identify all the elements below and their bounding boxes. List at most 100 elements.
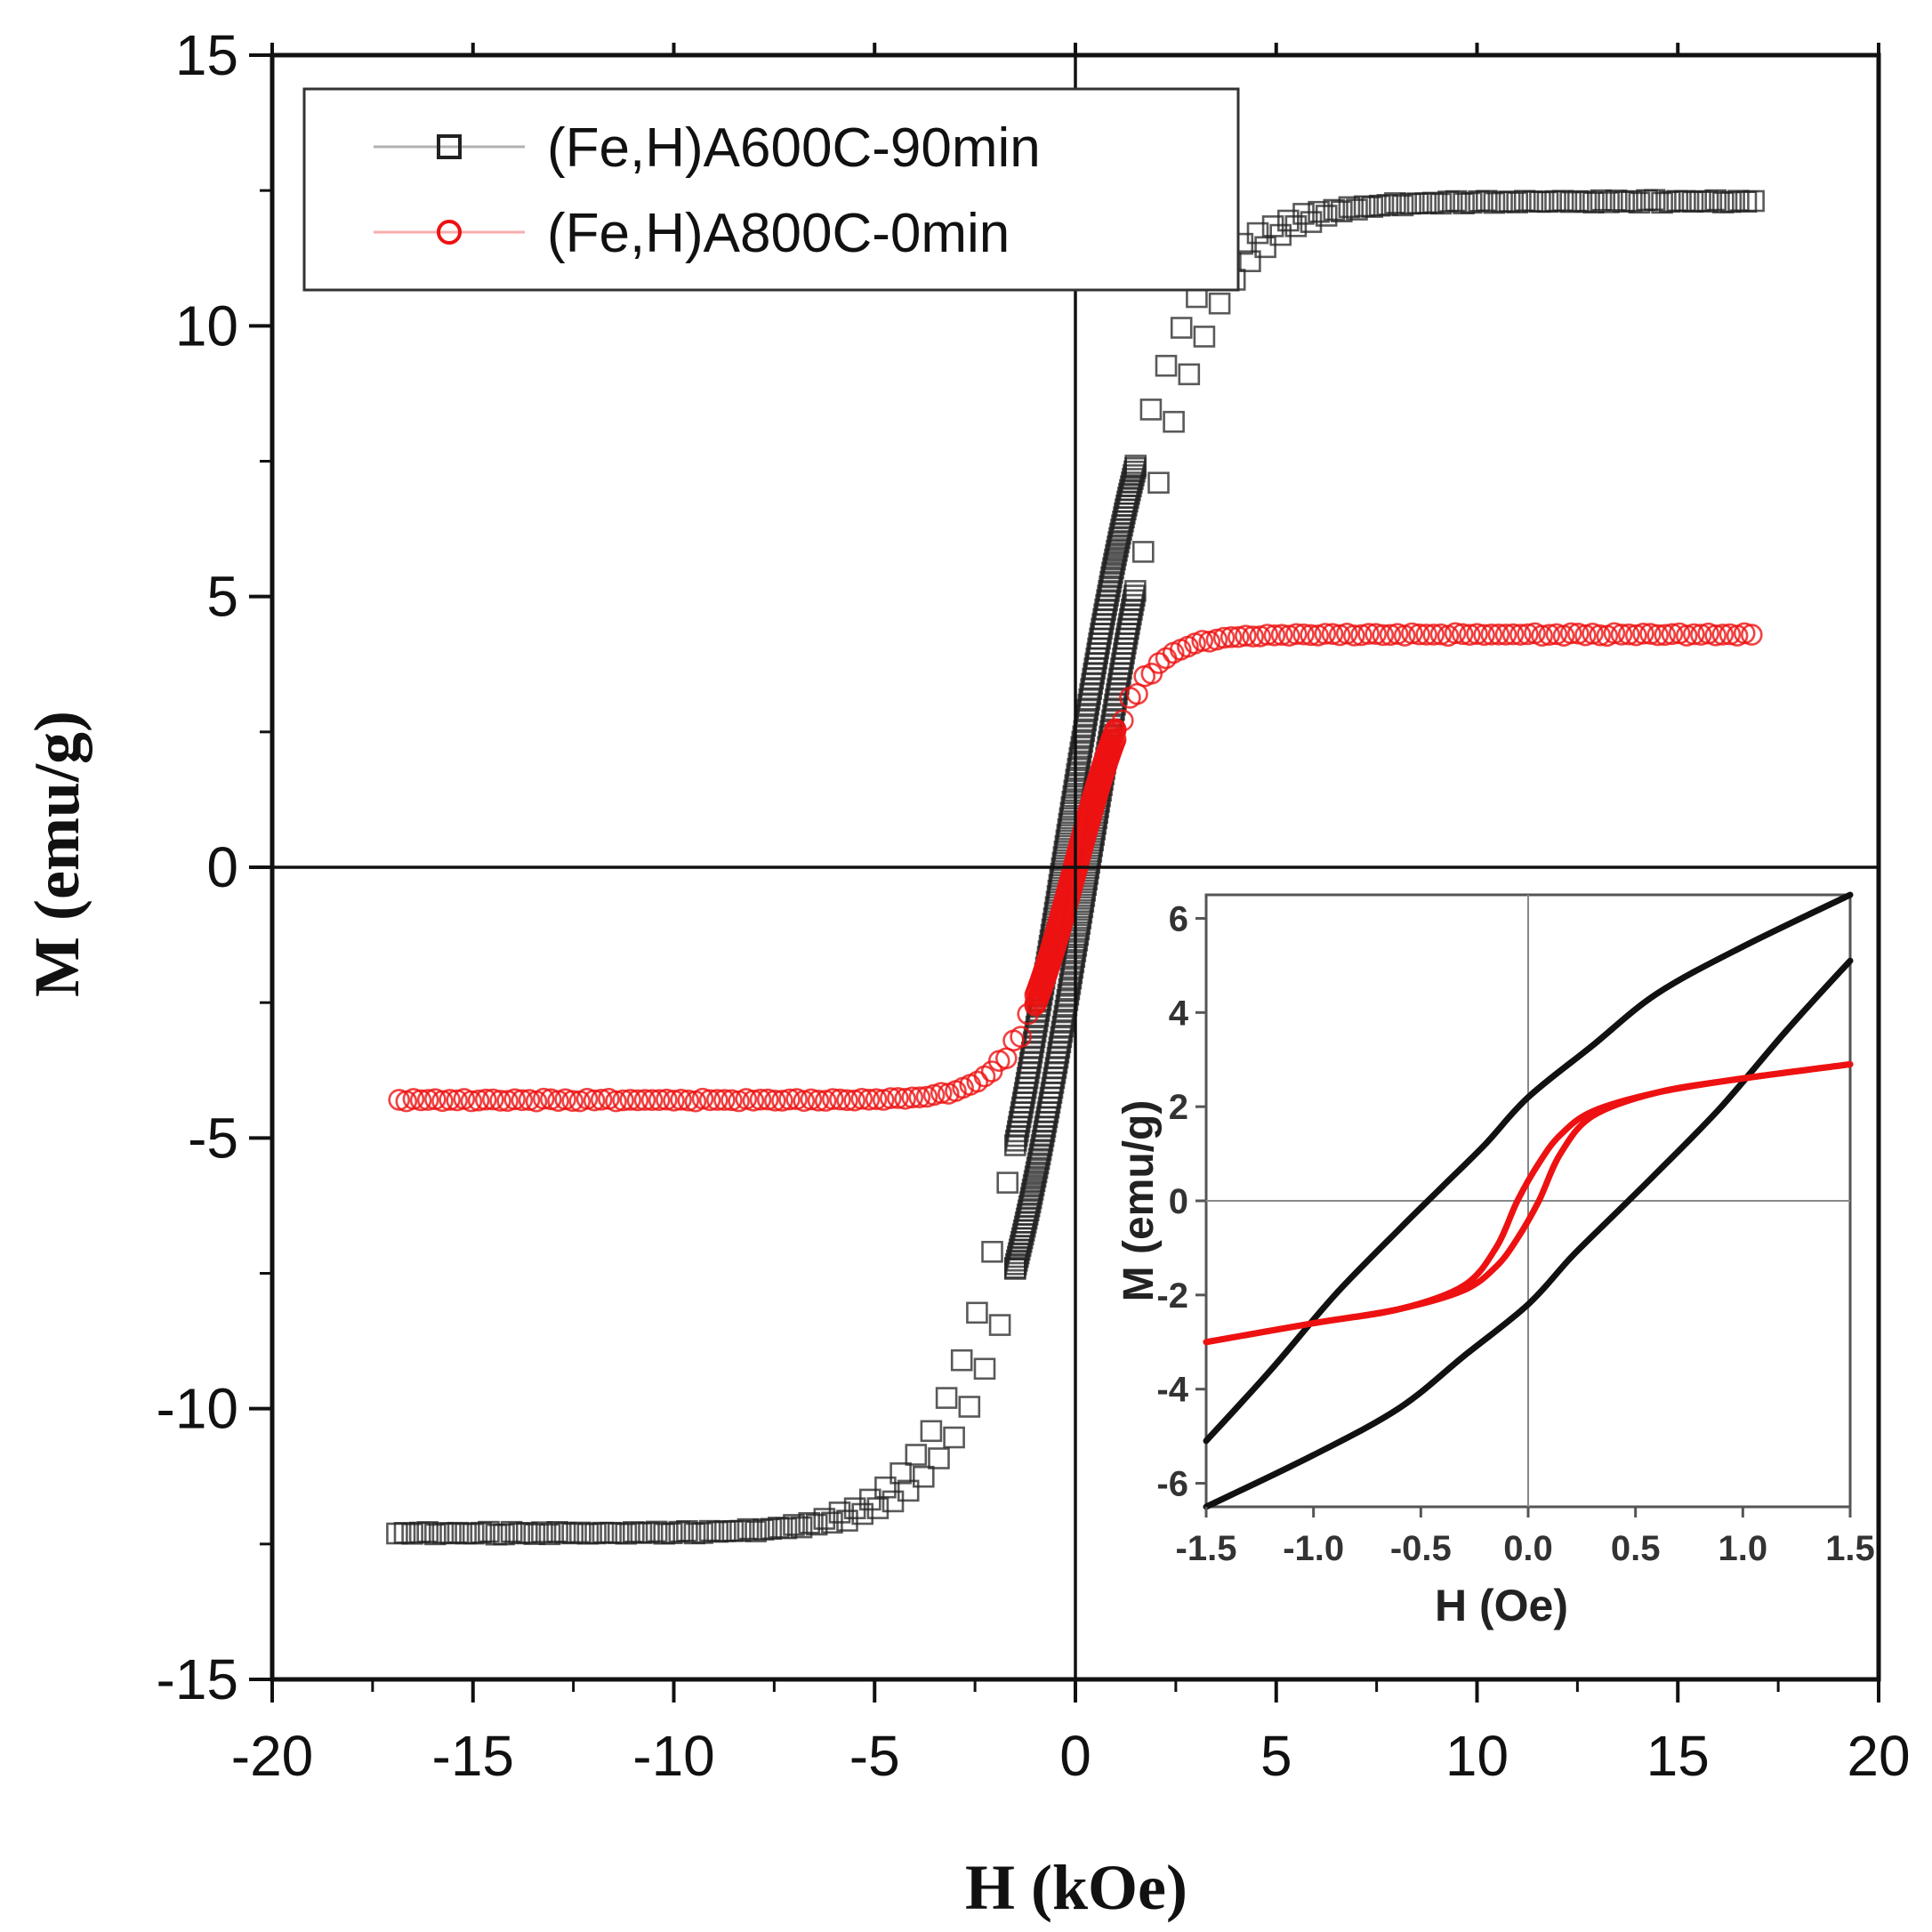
main-series-layer <box>386 189 1765 1546</box>
x-axis-title: H (kOe) <box>965 1852 1187 1923</box>
data-point <box>1551 189 1574 213</box>
data-point <box>1155 354 1178 377</box>
inset-y-tick-label: 6 <box>1169 899 1188 938</box>
data-point <box>1476 189 1498 213</box>
data-point <box>1384 192 1406 214</box>
data-point <box>790 1516 813 1539</box>
data-point <box>1364 623 1387 646</box>
data-point <box>1379 624 1402 647</box>
data-point <box>1733 622 1756 645</box>
data-point <box>1321 623 1344 646</box>
data-point <box>807 1090 830 1112</box>
data-point <box>950 1348 973 1372</box>
inset-x-tick-label: 1.5 <box>1825 1529 1875 1568</box>
data-point <box>1683 623 1705 646</box>
data-point <box>408 1521 431 1544</box>
data-point <box>938 1083 960 1105</box>
data-point <box>1292 203 1315 225</box>
data-point <box>1610 624 1633 646</box>
data-point <box>1451 623 1474 646</box>
data-point <box>720 1089 743 1112</box>
inset-chart: -1.5 -1.0 -0.5 0.0 0.5 1.0 1.5 -6 -4 -2 0 2 4 6 H (Oe)… <box>1115 891 1875 1630</box>
data-point <box>1675 624 1698 647</box>
data-point <box>1509 624 1532 646</box>
data-point <box>1104 728 1127 751</box>
y-tick-label: -15 <box>157 1647 239 1711</box>
data-point <box>1605 189 1628 212</box>
data-point <box>656 1088 678 1111</box>
data-point <box>663 1090 685 1112</box>
data-point <box>1017 1002 1039 1026</box>
data-point <box>1147 471 1170 495</box>
data-point <box>668 1520 691 1543</box>
data-point <box>1429 192 1453 215</box>
data-point <box>901 1086 923 1109</box>
data-point <box>1643 189 1666 212</box>
data-point <box>763 1090 786 1112</box>
data-point <box>500 1520 523 1543</box>
data-point <box>749 1088 772 1111</box>
data-point <box>874 1476 897 1499</box>
legend-label: (Fe,H)A600C-90min <box>547 117 1041 179</box>
data-point <box>1242 625 1264 648</box>
data-point <box>489 1090 511 1112</box>
data-point <box>1506 191 1528 213</box>
inset-curve-lower-a800c-0min <box>1203 1061 1854 1346</box>
data-point <box>1331 200 1353 222</box>
data-point <box>1285 623 1308 646</box>
data-point <box>872 1089 895 1111</box>
data-point <box>1346 198 1368 221</box>
y-tick-label: 10 <box>175 294 238 358</box>
data-point <box>626 1089 649 1112</box>
data-point <box>633 1089 656 1111</box>
data-point <box>431 1522 455 1544</box>
data-point <box>622 1521 645 1543</box>
data-point <box>756 1088 779 1111</box>
data-point <box>1719 623 1742 646</box>
data-point <box>1531 624 1553 648</box>
data-point <box>538 1523 561 1546</box>
data-point <box>446 1089 469 1112</box>
data-point <box>1661 623 1684 646</box>
data-point <box>1632 622 1654 645</box>
inset-y-tick-label: 2 <box>1169 1088 1188 1127</box>
data-point <box>1696 190 1719 213</box>
data-point <box>1711 624 1735 646</box>
data-point <box>683 1522 706 1545</box>
data-point <box>778 1088 801 1111</box>
legend: (Fe,H)A600C-90min (Fe,H)A800C-0min <box>302 87 1240 292</box>
data-point <box>525 1090 548 1113</box>
data-point <box>1603 622 1626 645</box>
data-point <box>866 1497 890 1519</box>
data-point <box>1323 198 1346 221</box>
data-point <box>511 1089 534 1112</box>
inset-x-tick-label: 0.5 <box>1611 1529 1661 1568</box>
data-point <box>1501 623 1525 646</box>
data-point <box>1284 215 1308 237</box>
data-point <box>996 1171 1018 1194</box>
data-point <box>857 1089 881 1111</box>
data-point <box>439 1089 461 1111</box>
data-point <box>612 1089 634 1112</box>
data-point <box>1220 625 1243 648</box>
axis-titles: H (kOe) M (emu/g) <box>21 711 1187 1923</box>
x-tick-label: -10 <box>632 1724 715 1788</box>
data-point <box>1376 194 1399 216</box>
data-point <box>1343 624 1365 647</box>
inset-y-tick-label: -2 <box>1156 1276 1188 1316</box>
data-point <box>981 1241 1003 1263</box>
data-point <box>887 1087 909 1109</box>
data-point <box>737 1517 760 1541</box>
x-tick-label: 5 <box>1260 1724 1292 1788</box>
data-point <box>728 1090 750 1113</box>
data-point <box>1589 624 1611 647</box>
data-point <box>1487 623 1510 646</box>
x-tick-label: 15 <box>1646 1724 1710 1788</box>
legend-marker-square <box>437 134 462 159</box>
data-point <box>814 1090 837 1112</box>
data-point <box>698 1519 721 1542</box>
data-point <box>1459 624 1481 647</box>
y-tick-label: 0 <box>206 835 238 899</box>
data-point <box>785 1088 809 1110</box>
